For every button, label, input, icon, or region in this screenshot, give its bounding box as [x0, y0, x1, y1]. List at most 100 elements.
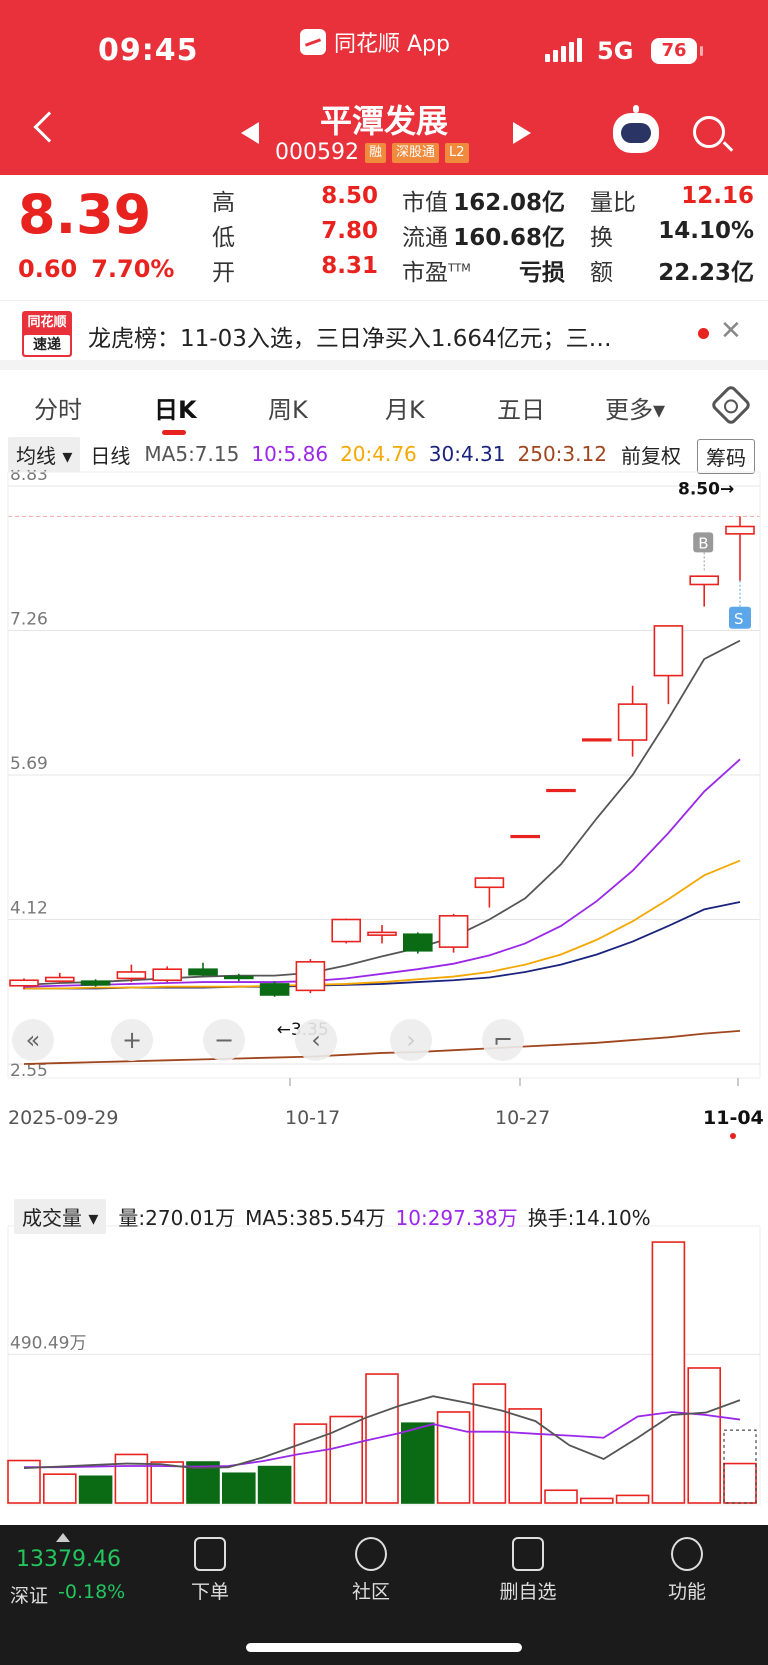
zoom-in-icon[interactable]: +	[111, 1019, 153, 1061]
volume-legend: 成交量 ▾ 量:270.01万 MA5:385.54万 10:297.38万 换…	[0, 1198, 768, 1234]
tab-monthly-k[interactable]: 月K	[385, 396, 425, 424]
robot-assistant-icon[interactable]	[613, 105, 659, 153]
scroll-left-icon-bg	[295, 1019, 337, 1061]
index-trend-icon	[56, 1533, 70, 1542]
candle-body	[44, 976, 75, 982]
buy-marker	[693, 532, 714, 553]
nav-order[interactable]: 下单	[165, 1537, 255, 1604]
news-banner[interactable]: 同花顺 速递 龙虎榜：11-03入选，三日净买入1.664亿元；三…	[0, 300, 768, 370]
quote-label: 换	[590, 225, 613, 251]
candle-body	[546, 788, 576, 793]
today-dot	[730, 1133, 736, 1139]
x-tick-label: 11-04	[703, 1107, 764, 1129]
zoom-out-icon-bg	[203, 1019, 245, 1061]
battery-icon: 76	[651, 38, 703, 64]
candle-body	[725, 525, 755, 535]
x-tick-label: 10-17	[285, 1107, 340, 1129]
candle-body	[188, 968, 218, 976]
ma5-label: MA5:7.15	[144, 442, 240, 466]
scroll-right-icon[interactable]: ›	[390, 1019, 432, 1061]
nav-functions[interactable]: 功能	[642, 1537, 732, 1604]
volume-bar	[687, 1367, 722, 1504]
quote-label: 开	[212, 260, 235, 286]
current-price: 8.39	[18, 183, 152, 246]
tag-connect: 深股通	[392, 142, 440, 163]
candle-body	[259, 983, 290, 996]
quote-value: 8.31	[321, 253, 378, 279]
quote-value: 亏损	[519, 260, 565, 286]
quote-label: 市值	[402, 190, 448, 216]
volume-forecast-bar	[723, 1429, 757, 1504]
ma250-line	[23, 1029, 741, 1065]
volume-value: 量:270.01万	[118, 1205, 236, 1230]
candle-body	[474, 877, 505, 889]
fullscreen-icon-bg	[482, 1019, 524, 1061]
chips-button[interactable]: 筹码	[697, 439, 755, 474]
index-value[interactable]: 13379.46	[16, 1547, 121, 1572]
volume-dropdown[interactable]: 成交量 ▾	[14, 1198, 107, 1234]
quote-value: 160.68亿	[453, 225, 565, 251]
x-tick-label: 10-27	[495, 1107, 550, 1129]
ma20-label: 20:4.76	[340, 442, 417, 466]
stock-title: 平潭发展	[319, 102, 448, 140]
candle-body	[9, 979, 39, 987]
close-icon[interactable]: ✕	[720, 316, 742, 346]
tab-five-day[interactable]: 五日	[497, 396, 545, 424]
search-icon[interactable]	[693, 116, 725, 148]
x-tick-label: 2025-09-29	[8, 1107, 118, 1129]
ttm-sup: TTM	[448, 261, 471, 275]
tab-intraday[interactable]: 分时	[34, 396, 82, 424]
sell-marker	[729, 606, 751, 629]
tab-daily-k[interactable]: 日K	[154, 396, 197, 424]
tab-weekly-k[interactable]: 周K	[268, 396, 308, 424]
news-logo: 同花顺 速递	[22, 311, 72, 357]
quote-value: 22.23亿	[658, 260, 754, 286]
volume-bar	[114, 1453, 149, 1504]
volume-bar	[544, 1489, 578, 1504]
adjust-label[interactable]: 前复权	[620, 443, 681, 468]
volume-bar	[472, 1383, 507, 1504]
indicator-dropdown[interactable]: 均线 ▾	[8, 436, 81, 472]
zoom-in-icon-bg	[111, 1019, 153, 1061]
ma5-line	[23, 639, 741, 986]
volume-chart[interactable]: 490.49万	[0, 1198, 768, 1518]
collapse-icon-glyph: «	[26, 1026, 41, 1054]
volume-bar	[222, 1472, 256, 1504]
quote-value: 14.10%	[658, 218, 754, 244]
next-stock-icon[interactable]	[513, 122, 531, 144]
candle-body	[116, 971, 147, 980]
ma10-line	[23, 758, 741, 988]
community-icon	[355, 1537, 387, 1571]
volume-bar	[579, 1497, 614, 1504]
volume-bar	[257, 1465, 292, 1504]
ma20-line	[24, 859, 741, 990]
collapse-icon[interactable]: «	[12, 1019, 54, 1061]
volume-ma10: 10:297.38万	[395, 1205, 518, 1230]
zoom-out-icon[interactable]: −	[203, 1019, 245, 1061]
prev-stock-icon[interactable]	[241, 122, 259, 144]
nav-community[interactable]: 社区	[326, 1537, 416, 1604]
candle-body	[510, 834, 541, 839]
tab-more[interactable]: 更多▾	[605, 396, 666, 424]
index-name: 深证	[10, 1585, 49, 1607]
signal-icon	[545, 38, 582, 62]
candle-body	[295, 961, 326, 992]
quote-label: 量比	[590, 190, 636, 216]
tag-level2: L2	[445, 142, 469, 163]
candlestick-chart[interactable]: 8.837.265.694.122.558.50→←3.35BS«+−‹›⌐20…	[0, 470, 768, 1150]
volume-bar	[651, 1241, 686, 1504]
candle-body	[152, 968, 182, 982]
candle-body	[331, 918, 362, 943]
fullscreen-icon[interactable]: ⌐	[482, 1019, 524, 1061]
nav-remove-watch[interactable]: 删自选	[483, 1537, 573, 1604]
scroll-left-icon[interactable]: ‹	[295, 1019, 337, 1061]
period-label: 日线	[90, 443, 131, 468]
network-type: 5G	[597, 37, 634, 65]
volume-bar	[723, 1462, 757, 1504]
home-indicator	[246, 1643, 522, 1652]
candle-body	[402, 933, 433, 952]
quote-panel: 8.39 0.60 7.70% 高 8.50 市值 162.08亿 量比 12.16 低 7.8…	[0, 175, 768, 300]
candle-body	[438, 915, 469, 948]
zoom-in-icon-glyph: +	[122, 1026, 142, 1054]
news-text[interactable]: 龙虎榜：11-03入选，三日净买入1.664亿元；三…	[88, 326, 612, 352]
